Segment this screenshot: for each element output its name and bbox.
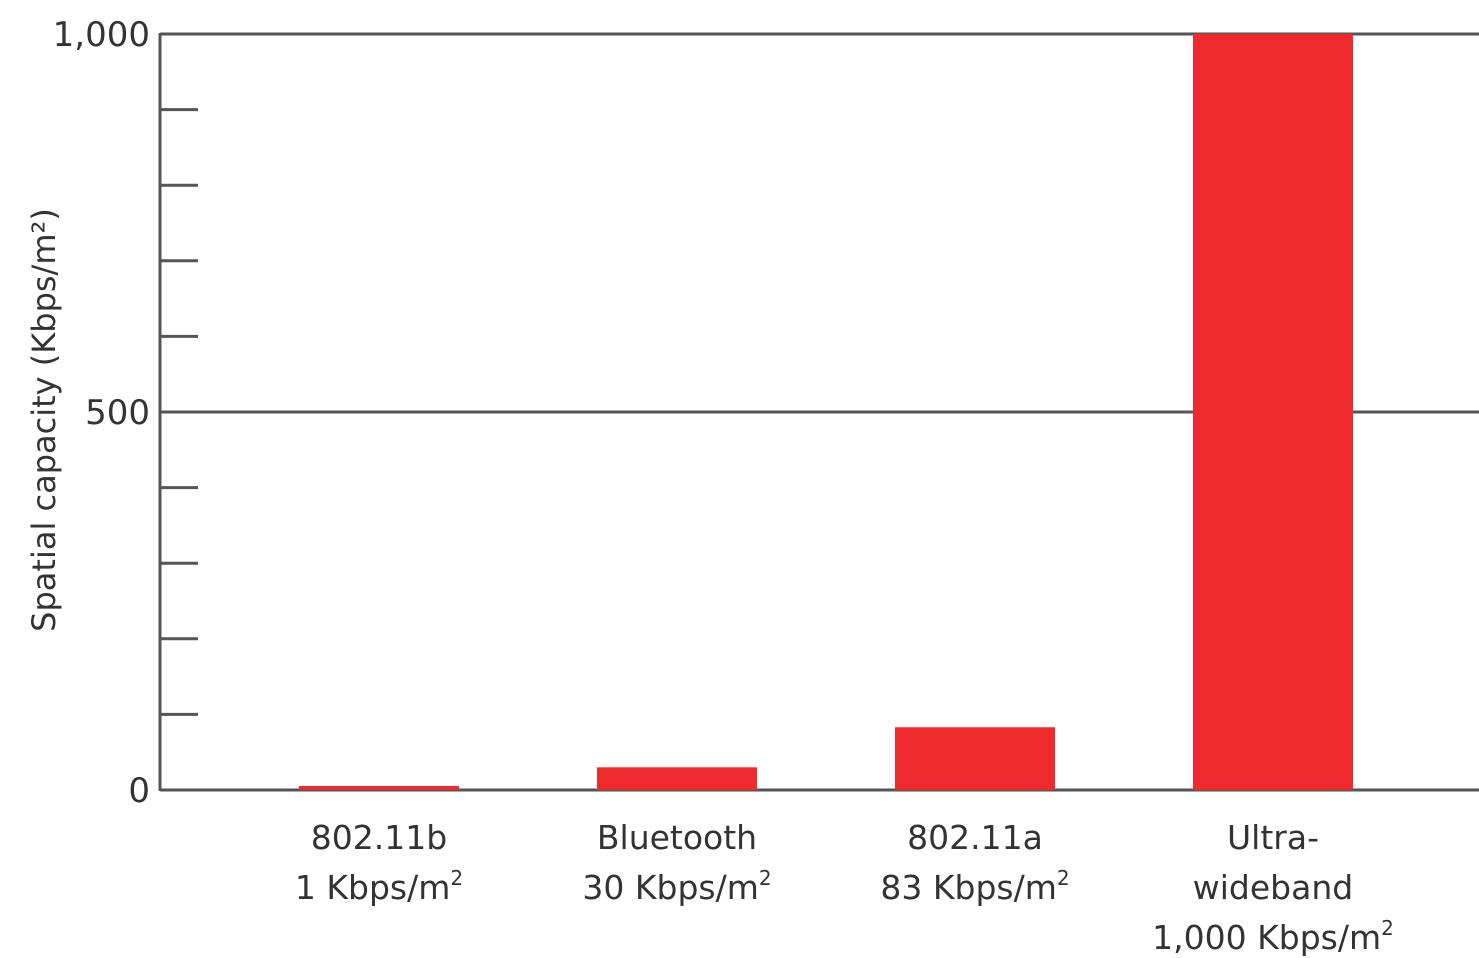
category-value-label: 30 Kbps/m2 <box>582 866 771 907</box>
bar <box>597 767 757 790</box>
category-name-label: wideband <box>1193 868 1353 907</box>
category-name-label: 802.11a <box>907 818 1043 857</box>
bar <box>299 786 459 790</box>
category-value-label: 83 Kbps/m2 <box>880 866 1069 907</box>
y-tick-label: 500 <box>85 393 150 433</box>
category-value-label: 1 Kbps/m2 <box>295 866 463 907</box>
category-value-label: 1,000 Kbps/m2 <box>1152 916 1394 957</box>
y-axis: 0 500 1,000 <box>53 15 198 811</box>
category-name-label: Ultra- <box>1227 818 1319 857</box>
bars <box>299 34 1353 790</box>
y-tick-label: 1,000 <box>53 15 150 55</box>
category-name-label: 802.11b <box>311 818 447 857</box>
y-axis-title-group: Spatial capacity (Kbps/m²) <box>25 208 63 632</box>
y-tick-label: 0 <box>128 771 150 811</box>
category-name-label: Bluetooth <box>597 818 757 857</box>
bar <box>895 727 1055 790</box>
y-axis-title: Spatial capacity (Kbps/m²) <box>25 208 63 632</box>
bar <box>1193 34 1353 790</box>
category-labels: 802.11b 1 Kbps/m2 Bluetooth 30 Kbps/m2 802.1… <box>295 818 1394 957</box>
